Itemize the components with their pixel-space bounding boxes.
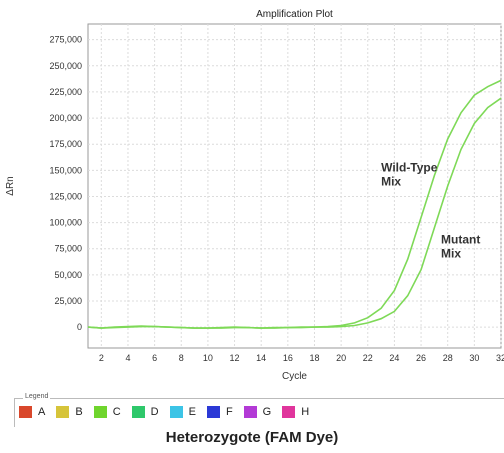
x-axis-label: Cycle	[282, 371, 307, 382]
annotation-line: Mix	[441, 246, 461, 260]
y-tick-label: 75,000	[54, 244, 82, 254]
legend-swatch	[19, 406, 32, 418]
legend-swatch	[131, 406, 145, 418]
series-annotation: Wild-Type Mix	[381, 160, 438, 188]
x-tick-label: 22	[363, 353, 373, 363]
y-tick-label: 125,000	[49, 191, 82, 201]
x-tick-label: 24	[389, 353, 399, 363]
legend-swatch	[243, 406, 257, 418]
annotation-line: Mutant	[441, 232, 480, 246]
legend-swatch	[56, 406, 70, 418]
legend-items: A B C D E F G H	[19, 406, 320, 418]
annotation-line: Mix	[381, 174, 401, 188]
y-axis-label: ΔRn	[5, 176, 16, 195]
x-tick-label: 14	[256, 353, 266, 363]
x-tick-label: 16	[283, 353, 293, 363]
x-tick-label: 10	[203, 353, 213, 363]
legend-swatch	[169, 406, 183, 418]
x-tick-label: 4	[125, 353, 130, 363]
x-tick-label: 6	[152, 353, 157, 363]
legend-label: F	[225, 406, 233, 418]
legend-title: Legend	[23, 393, 51, 400]
plot-area	[87, 23, 502, 349]
y-tick-label: 250,000	[49, 61, 82, 71]
x-tick-label: 28	[443, 353, 453, 363]
legend-item: F	[206, 406, 233, 418]
legend-item: A	[19, 406, 45, 418]
legend: Legend A B C D E F G H	[14, 393, 504, 427]
legend-label: B	[75, 406, 83, 418]
x-tick-label: 18	[309, 353, 319, 363]
legend-swatch	[206, 406, 220, 418]
x-tick-label: 32	[496, 353, 504, 363]
y-tick-label: 150,000	[49, 165, 82, 175]
legend-label: D	[150, 406, 159, 418]
legend-label: H	[301, 406, 310, 418]
legend-item: E	[169, 406, 196, 418]
legend-item: C	[93, 406, 121, 418]
x-tick-label: 8	[179, 353, 184, 363]
annotation-line: Wild-Type	[381, 160, 438, 174]
chart-caption: Heterozygote (FAM Dye)	[165, 429, 339, 446]
amplification-chart: Amplification Plot 2 4 6 8 10 12 14 16 18 20 22 24 26…	[5, 9, 504, 382]
y-tick-label: 200,000	[49, 113, 82, 123]
x-tick-label: 30	[469, 353, 479, 363]
legend-label: C	[112, 406, 121, 418]
legend-label: A	[38, 406, 46, 418]
legend-swatch	[93, 406, 107, 418]
legend-label: G	[262, 406, 272, 418]
y-tick-label: 225,000	[49, 87, 82, 97]
legend-item: H	[282, 406, 309, 418]
series-line-2	[87, 97, 502, 329]
y-tick-label: 50,000	[54, 270, 82, 280]
y-tick-label: 175,000	[49, 139, 82, 149]
legend-swatch	[282, 406, 296, 418]
y-tick-label: 25,000	[54, 296, 82, 306]
y-tick-label: 275,000	[49, 35, 82, 45]
x-tick-label: 12	[230, 353, 240, 363]
series-annotation: Mutant Mix	[441, 232, 480, 260]
x-tick-label: 20	[336, 353, 346, 363]
y-tick-label: 0	[77, 322, 82, 332]
y-tick-label: 100,000	[49, 218, 82, 228]
legend-label: E	[188, 406, 196, 418]
legend-item: B	[56, 406, 83, 418]
legend-item: G	[243, 406, 272, 418]
legend-item: D	[131, 406, 159, 418]
chart-title: Amplification Plot	[256, 9, 333, 20]
x-tick-label: 2	[99, 353, 104, 363]
x-tick-label: 26	[416, 353, 426, 363]
